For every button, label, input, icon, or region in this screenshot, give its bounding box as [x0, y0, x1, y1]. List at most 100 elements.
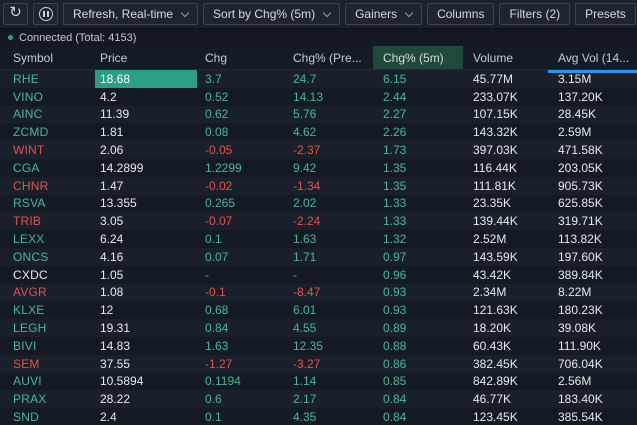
column-header-chg-pre[interactable]: Chg% (Pre... [293, 50, 362, 65]
refresh-button[interactable]: ↻ [3, 3, 28, 25]
cell-chg-5m[interactable]: 1.32 [383, 232, 407, 247]
cell-avg-vol[interactable]: 625.85K [558, 196, 603, 211]
cell-chg-5m[interactable]: 2.44 [383, 89, 407, 104]
cell-symbol[interactable]: LEXX [13, 232, 45, 247]
cell-chg-pre[interactable]: -3.27 [293, 356, 321, 371]
table-row[interactable]: AINC 11.39 0.62 5.76 2.27 107.15K 28.45K [0, 105, 637, 124]
cell-symbol[interactable]: VINO [13, 89, 44, 104]
cell-chg[interactable]: -0.07 [205, 214, 233, 229]
cell-chg-5m[interactable]: 0.97 [383, 249, 407, 264]
cell-price[interactable]: 18.68 [95, 70, 197, 88]
cell-symbol[interactable]: CHNR [13, 178, 49, 193]
cell-chg-pre[interactable]: -1.34 [293, 178, 321, 193]
column-header-chg[interactable]: Chg [205, 50, 228, 65]
column-header-symbol[interactable]: Symbol [13, 50, 54, 65]
table-row[interactable]: WINT 2.06 -0.05 -2.37 1.73 397.03K 471.5… [0, 141, 637, 159]
columns-button[interactable]: Columns [427, 3, 495, 25]
cell-chg[interactable]: 0.1194 [205, 374, 241, 389]
cell-symbol[interactable]: TRIB [13, 214, 42, 229]
table-row[interactable]: PRAX 28.22 0.6 2.17 0.84 46.77K 183.40K [0, 390, 637, 409]
table-row[interactable]: RHE 18.68 3.7 24.7 6.15 45.77M 3.15M [0, 70, 637, 88]
cell-symbol[interactable]: AUVI [13, 374, 42, 389]
cell-symbol[interactable]: BIVI [13, 338, 37, 353]
cell-volume[interactable]: 111.81K [473, 178, 516, 193]
cell-price[interactable]: 14.2899 [100, 160, 144, 175]
cell-symbol[interactable]: WINT [13, 143, 45, 158]
cell-chg-pre[interactable]: 24.7 [293, 71, 317, 86]
cell-price[interactable]: 11.39 [100, 107, 130, 122]
cell-avg-vol[interactable]: 471.58K [558, 143, 603, 158]
cell-chg[interactable]: 3.7 [205, 71, 222, 86]
filters-button[interactable]: Filters (2) [499, 3, 571, 25]
cell-chg-pre[interactable]: 9.42 [293, 160, 317, 175]
cell-volume[interactable]: 18.20K [473, 321, 512, 336]
cell-symbol[interactable]: PRAX [13, 392, 47, 407]
cell-avg-vol[interactable]: 180.23K [558, 303, 603, 318]
table-row[interactable]: BIVI 14.83 1.63 12.35 0.88 60.43K 111.90… [0, 336, 637, 355]
cell-chg-pre[interactable]: -8.47 [293, 285, 321, 300]
cell-chg-5m[interactable]: 0.84 [383, 392, 407, 407]
cell-price[interactable]: 1.47 [100, 178, 124, 193]
cell-symbol[interactable]: LEGH [13, 321, 47, 336]
cell-price[interactable]: 4.2 [100, 89, 117, 104]
cell-price[interactable]: 10.5894 [100, 374, 144, 389]
table-row[interactable]: KLXE 12 0.68 6.01 0.93 121.63K 180.23K [0, 301, 637, 320]
cell-price[interactable]: 12 [100, 303, 114, 318]
cell-price[interactable]: 28.22 [100, 392, 131, 407]
cell-avg-vol[interactable]: 2.59M [558, 125, 592, 140]
table-row[interactable]: ONCS 4.16 0.07 1.71 0.97 143.59K 197.60K [0, 247, 637, 266]
column-header-avg-vol[interactable]: Avg Vol (14... [558, 50, 630, 65]
horizontal-scrollbar-thumb[interactable] [548, 70, 637, 73]
cell-volume[interactable]: 123.45K [473, 410, 518, 425]
cell-chg[interactable]: - [205, 267, 209, 282]
cell-price[interactable]: 4.16 [100, 249, 124, 264]
table-row[interactable]: SEM 37.55 -1.27 -3.27 0.86 382.45K 706.0… [0, 354, 637, 373]
presets-button[interactable]: Presets [575, 3, 636, 25]
cell-volume[interactable]: 397.03K [473, 143, 518, 158]
column-header-volume[interactable]: Volume [473, 50, 514, 65]
cell-price[interactable]: 2.06 [100, 143, 124, 158]
cell-volume[interactable]: 107.15K [473, 107, 518, 122]
cell-chg[interactable]: -1.27 [205, 356, 233, 371]
cell-chg-pre[interactable]: -2.24 [293, 214, 321, 229]
cell-symbol[interactable]: SND [13, 410, 39, 425]
cell-chg[interactable]: 0.08 [205, 125, 229, 140]
cell-chg[interactable]: 0.68 [205, 303, 229, 318]
cell-symbol[interactable]: KLXE [13, 303, 45, 318]
cell-chg-pre[interactable]: 2.17 [293, 392, 317, 407]
cell-chg-5m[interactable]: 0.96 [383, 267, 407, 282]
cell-chg-5m[interactable]: 1.33 [383, 214, 407, 229]
cell-chg-pre[interactable]: 1.63 [293, 232, 317, 247]
cell-avg-vol[interactable]: 905.73K [558, 178, 603, 193]
cell-chg-5m[interactable]: 0.89 [383, 321, 407, 336]
cell-chg-5m[interactable]: 1.35 [383, 178, 407, 193]
table-row[interactable]: VINO 4.2 0.52 14.13 2.44 233.07K 137.20K [0, 87, 637, 106]
cell-chg[interactable]: 1.2299 [205, 160, 242, 175]
cell-avg-vol[interactable]: 319.71K [558, 214, 603, 229]
cell-symbol[interactable]: ONCS [13, 249, 49, 264]
cell-symbol[interactable]: CXDC [13, 267, 48, 282]
table-row[interactable]: AUVI 10.5894 0.1194 1.14 0.85 842.89K 2.… [0, 372, 637, 391]
cell-symbol[interactable]: AVGR [13, 285, 47, 300]
column-header-chg-5m[interactable]: Chg% (5m) [373, 46, 463, 69]
cell-chg-5m[interactable]: 2.26 [383, 125, 407, 140]
cell-chg-5m[interactable]: 2.27 [383, 107, 407, 122]
cell-price[interactable]: 6.24 [100, 232, 124, 247]
cell-volume[interactable]: 139.44K [473, 214, 518, 229]
cell-chg-5m[interactable]: 1.33 [383, 196, 407, 211]
cell-avg-vol[interactable]: 706.04K [558, 356, 603, 371]
cell-symbol[interactable]: RHE [13, 71, 39, 86]
cell-avg-vol[interactable]: 8.22M [558, 285, 592, 300]
cell-chg[interactable]: 0.84 [205, 321, 229, 336]
cell-volume[interactable]: 45.77M [473, 71, 514, 86]
cell-volume[interactable]: 46.77K [473, 392, 512, 407]
cell-avg-vol[interactable]: 3.15M [558, 71, 592, 86]
cell-volume[interactable]: 116.44K [473, 160, 517, 175]
cell-chg-5m[interactable]: 0.88 [383, 338, 407, 353]
cell-chg-5m[interactable]: 0.84 [383, 410, 407, 425]
cell-chg-5m[interactable]: 0.86 [383, 356, 407, 371]
cell-chg-pre[interactable]: - [293, 267, 297, 282]
cell-chg-pre[interactable]: 2.02 [293, 196, 317, 211]
table-row[interactable]: TRIB 3.05 -0.07 -2.24 1.33 139.44K 319.7… [0, 212, 637, 231]
pause-button[interactable] [33, 3, 58, 25]
